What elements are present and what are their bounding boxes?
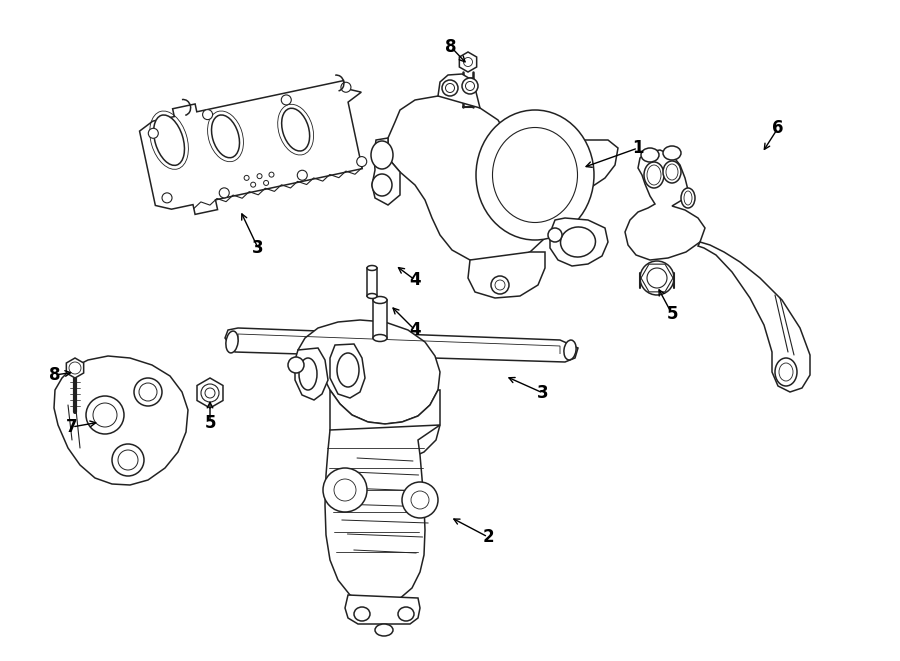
Polygon shape	[67, 358, 84, 378]
Ellipse shape	[491, 276, 509, 294]
Ellipse shape	[402, 482, 438, 518]
Polygon shape	[295, 348, 328, 400]
Ellipse shape	[112, 444, 144, 476]
Ellipse shape	[288, 357, 304, 373]
Ellipse shape	[561, 227, 596, 257]
Ellipse shape	[367, 293, 377, 299]
Text: 8: 8	[446, 38, 456, 56]
Ellipse shape	[148, 128, 158, 138]
Polygon shape	[459, 52, 477, 72]
Ellipse shape	[297, 171, 307, 180]
Text: 7: 7	[67, 418, 77, 436]
Text: 2: 2	[482, 528, 494, 546]
Polygon shape	[325, 425, 440, 604]
Ellipse shape	[462, 78, 478, 94]
Text: 5: 5	[204, 414, 216, 432]
Polygon shape	[345, 595, 420, 624]
Ellipse shape	[356, 157, 366, 167]
Text: 8: 8	[50, 366, 61, 384]
Ellipse shape	[134, 378, 162, 406]
Ellipse shape	[337, 353, 359, 387]
Polygon shape	[367, 268, 377, 296]
Ellipse shape	[775, 358, 797, 386]
Text: 3: 3	[252, 239, 264, 257]
Ellipse shape	[372, 174, 392, 196]
Ellipse shape	[641, 148, 659, 162]
Ellipse shape	[476, 110, 594, 240]
Ellipse shape	[323, 468, 367, 512]
Ellipse shape	[299, 358, 317, 390]
Ellipse shape	[202, 110, 212, 120]
Polygon shape	[225, 328, 578, 362]
Text: 6: 6	[772, 119, 784, 137]
Ellipse shape	[663, 146, 681, 160]
Ellipse shape	[212, 115, 239, 158]
Ellipse shape	[220, 188, 230, 198]
Text: 1: 1	[632, 139, 644, 157]
Polygon shape	[140, 81, 362, 214]
Ellipse shape	[341, 82, 351, 93]
Polygon shape	[54, 356, 188, 485]
Ellipse shape	[442, 80, 458, 96]
Ellipse shape	[398, 607, 414, 621]
Ellipse shape	[548, 228, 562, 242]
Polygon shape	[330, 390, 440, 463]
Ellipse shape	[257, 174, 262, 178]
Ellipse shape	[681, 188, 695, 208]
Ellipse shape	[373, 297, 387, 303]
Ellipse shape	[244, 175, 249, 180]
Ellipse shape	[367, 266, 377, 270]
Ellipse shape	[354, 607, 370, 621]
Ellipse shape	[269, 172, 274, 177]
Polygon shape	[388, 96, 618, 264]
Polygon shape	[372, 138, 400, 205]
Text: 4: 4	[410, 321, 421, 339]
Ellipse shape	[373, 334, 387, 342]
Polygon shape	[625, 150, 705, 260]
Polygon shape	[330, 344, 365, 398]
Text: 4: 4	[410, 271, 421, 289]
Ellipse shape	[264, 180, 268, 186]
Ellipse shape	[154, 115, 184, 165]
Ellipse shape	[663, 161, 681, 183]
Polygon shape	[373, 300, 387, 338]
Polygon shape	[468, 252, 545, 298]
Ellipse shape	[282, 108, 310, 151]
Polygon shape	[698, 242, 810, 392]
Ellipse shape	[644, 162, 664, 188]
Polygon shape	[438, 74, 480, 108]
Ellipse shape	[371, 141, 393, 169]
Ellipse shape	[251, 182, 256, 187]
Ellipse shape	[564, 340, 576, 360]
Ellipse shape	[162, 193, 172, 203]
Ellipse shape	[226, 331, 239, 353]
Ellipse shape	[86, 396, 124, 434]
Polygon shape	[550, 218, 608, 266]
Ellipse shape	[640, 261, 674, 295]
Ellipse shape	[282, 95, 292, 105]
Ellipse shape	[375, 624, 393, 636]
Polygon shape	[197, 378, 223, 408]
Text: 5: 5	[666, 305, 678, 323]
Polygon shape	[298, 320, 440, 424]
Text: 3: 3	[537, 384, 549, 402]
